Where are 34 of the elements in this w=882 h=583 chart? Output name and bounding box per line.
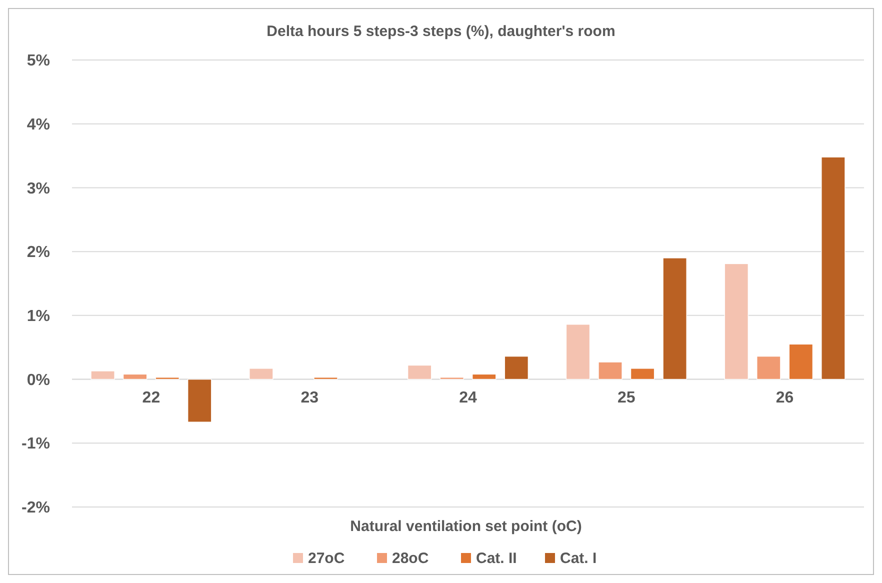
x-tick-label: 24 <box>459 389 477 406</box>
y-tick-label: 2% <box>26 244 50 262</box>
bar <box>662 258 687 380</box>
bar <box>724 263 749 380</box>
y-tick-label: -1% <box>22 436 50 453</box>
y-tick-label: 3% <box>26 180 50 198</box>
bar <box>788 344 814 380</box>
bar <box>504 356 529 380</box>
y-tick-label: 5% <box>26 52 50 70</box>
legend-label: Cat. I <box>560 550 597 567</box>
bar <box>187 378 212 422</box>
x-axis-title: Natural ventilation set point (oC) <box>350 518 582 535</box>
legend-label: 27oC <box>308 550 345 567</box>
x-tick-label: 26 <box>776 389 794 406</box>
bar <box>90 370 115 380</box>
y-tick-label: 4% <box>26 116 50 134</box>
chart-title: Delta hours 5 steps-3 steps (%), daughter's room <box>266 23 616 40</box>
bar <box>630 368 655 380</box>
x-tick-label: 23 <box>300 389 319 406</box>
x-tick-label: 25 <box>618 389 636 406</box>
bar <box>598 362 622 380</box>
y-tick-label: 0% <box>26 372 50 389</box>
y-tick-label: 1% <box>26 308 50 326</box>
bar <box>756 356 781 380</box>
legend-label: Cat. II <box>476 550 517 567</box>
bar <box>249 368 274 380</box>
bar <box>566 324 590 380</box>
bar <box>407 364 432 380</box>
legend-label: 28oC <box>392 550 429 567</box>
bar <box>122 374 148 380</box>
bar <box>821 156 846 380</box>
y-tick-label: -2% <box>22 500 50 517</box>
bar <box>472 374 496 380</box>
x-tick-label: 22 <box>142 389 160 406</box>
